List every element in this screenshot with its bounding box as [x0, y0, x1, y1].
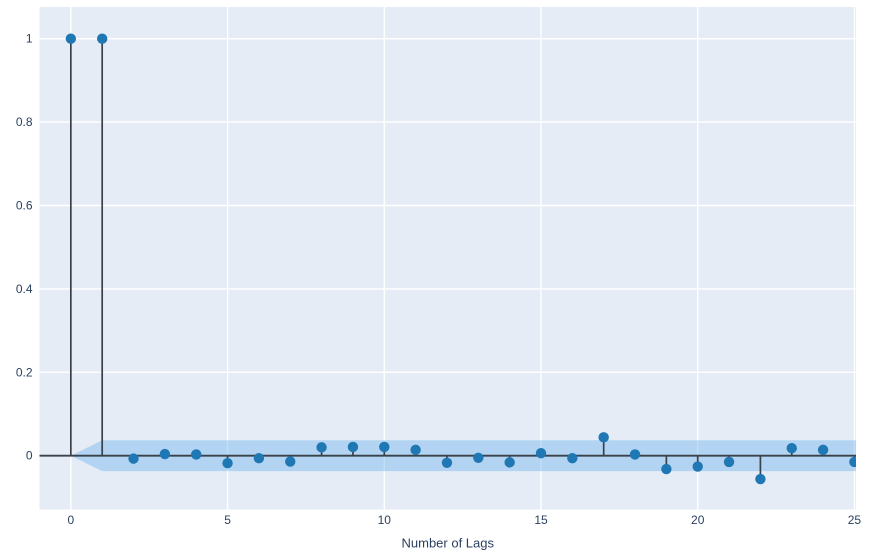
acf-marker-lag-13[interactable]: [473, 452, 484, 463]
acf-marker-lag-17[interactable]: [598, 432, 609, 443]
tick-label-layer: 00.20.40.60.810 5 10 15 20 25: [16, 32, 862, 527]
acf-marker-lag-12[interactable]: [441, 457, 453, 468]
acf-marker-lag-23[interactable]: [786, 442, 797, 454]
acf-marker-lag-3[interactable]: [159, 448, 171, 460]
acf-marker-lag-25[interactable]: [849, 456, 859, 468]
acf-marker-lag-16[interactable]: [567, 453, 578, 464]
x-axis-title: Number of Lags: [402, 536, 495, 551]
acf-marker-lag-18[interactable]: [629, 449, 641, 460]
acf-marker-lag-24[interactable]: [817, 444, 829, 456]
acf-marker-lag-22[interactable]: [755, 473, 766, 485]
acf-marker-lag-11[interactable]: [410, 444, 421, 456]
acf-marker-lag-7[interactable]: [285, 456, 296, 467]
acf-marker-lag-14[interactable]: [504, 457, 515, 468]
y-tick-label: 0: [26, 449, 33, 463]
acf-marker-lag-5[interactable]: [222, 458, 233, 469]
acf-marker-lag-6[interactable]: [253, 453, 265, 464]
plot-background-layer: [39, 7, 857, 510]
acf-marker-lag-21[interactable]: [723, 456, 735, 468]
acf-marker-lag-1[interactable]: [96, 33, 108, 44]
series-layer: [65, 33, 859, 485]
x-tick-label: 0: [67, 513, 74, 527]
acf-marker-lag-10[interactable]: [379, 441, 390, 453]
gridline-layer: [39, 7, 856, 510]
y-tick-label: 0.4: [16, 282, 33, 296]
y-tick-label: 0.6: [16, 198, 33, 212]
x-tick-label: 5: [224, 513, 231, 527]
acf-marker-lag-0[interactable]: [65, 33, 77, 44]
y-tick-label: 0.8: [16, 115, 33, 129]
x-tick-label: 15: [534, 513, 548, 527]
y-tick-label: 0.2: [16, 365, 33, 379]
acf-marker-lag-20[interactable]: [692, 461, 703, 472]
acf-marker-lag-2[interactable]: [128, 453, 139, 464]
acf-marker-lag-15[interactable]: [535, 448, 547, 459]
plot-area[interactable]: [39, 7, 857, 510]
x-tick-label: 20: [691, 513, 705, 527]
acf-marker-lag-9[interactable]: [347, 441, 359, 453]
acf-marker-lag-19[interactable]: [661, 463, 672, 475]
x-tick-label: 25: [848, 513, 862, 527]
acf-marker-lag-8[interactable]: [316, 442, 327, 453]
x-tick-label: 10: [378, 513, 392, 527]
y-tick-label: 1: [26, 32, 33, 46]
acf-marker-lag-4[interactable]: [191, 449, 202, 460]
